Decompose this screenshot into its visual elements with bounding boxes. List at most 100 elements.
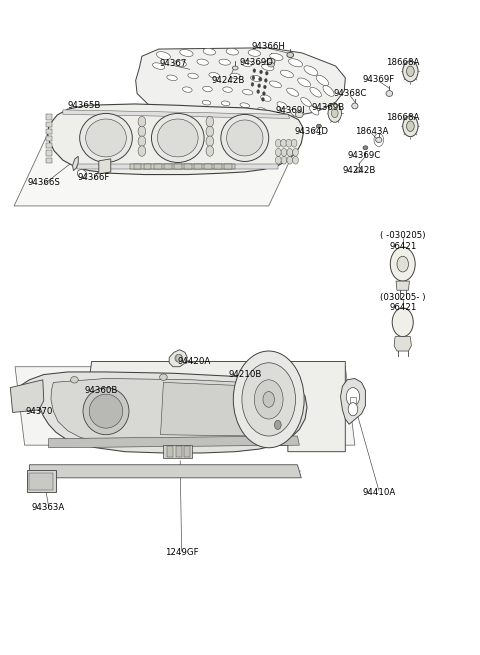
Ellipse shape: [188, 73, 198, 79]
Ellipse shape: [296, 111, 303, 118]
Circle shape: [390, 247, 415, 281]
Circle shape: [293, 157, 299, 164]
Bar: [184, 164, 192, 170]
Circle shape: [397, 256, 408, 272]
Polygon shape: [396, 281, 409, 290]
Ellipse shape: [230, 73, 240, 79]
Text: 1249GF: 1249GF: [165, 548, 198, 557]
Polygon shape: [340, 379, 365, 424]
Text: 94369I: 94369I: [276, 106, 305, 115]
Ellipse shape: [83, 388, 129, 435]
Text: (030205- ): (030205- ): [380, 293, 425, 302]
Ellipse shape: [287, 88, 299, 96]
Ellipse shape: [298, 78, 311, 87]
Polygon shape: [14, 134, 302, 206]
Ellipse shape: [203, 48, 216, 55]
Bar: [46, 151, 52, 156]
Ellipse shape: [152, 113, 204, 162]
Bar: [46, 136, 52, 141]
Ellipse shape: [356, 168, 361, 172]
Circle shape: [206, 126, 214, 137]
Circle shape: [348, 403, 358, 416]
Circle shape: [276, 157, 281, 164]
Ellipse shape: [316, 75, 328, 86]
Text: 94360B: 94360B: [84, 386, 118, 395]
Text: 96421: 96421: [389, 303, 417, 312]
Circle shape: [346, 388, 360, 406]
Circle shape: [264, 85, 266, 89]
Text: 94420A: 94420A: [178, 357, 211, 366]
Ellipse shape: [248, 50, 261, 56]
Polygon shape: [160, 383, 259, 436]
Ellipse shape: [251, 378, 258, 384]
Ellipse shape: [175, 354, 182, 362]
Circle shape: [233, 351, 304, 448]
Text: 94369C: 94369C: [348, 151, 381, 160]
Polygon shape: [72, 157, 78, 171]
Circle shape: [138, 117, 146, 127]
Ellipse shape: [386, 90, 393, 96]
Ellipse shape: [202, 100, 211, 105]
Ellipse shape: [317, 124, 322, 128]
Bar: [350, 397, 356, 407]
Ellipse shape: [159, 374, 167, 381]
Circle shape: [276, 149, 281, 157]
Circle shape: [206, 117, 214, 127]
Text: 94364D: 94364D: [295, 127, 329, 136]
Ellipse shape: [180, 50, 193, 56]
Circle shape: [265, 71, 268, 75]
Ellipse shape: [203, 86, 212, 92]
Ellipse shape: [270, 54, 283, 60]
Ellipse shape: [280, 70, 293, 78]
Polygon shape: [16, 372, 307, 453]
Text: 94242B: 94242B: [343, 166, 376, 175]
Polygon shape: [136, 48, 345, 119]
Bar: [46, 129, 52, 134]
Polygon shape: [130, 164, 235, 170]
Ellipse shape: [290, 109, 300, 117]
Bar: [154, 164, 161, 170]
Circle shape: [281, 140, 287, 147]
Ellipse shape: [241, 60, 252, 66]
Text: 94365B: 94365B: [68, 101, 101, 110]
Ellipse shape: [262, 64, 274, 71]
Circle shape: [291, 140, 297, 147]
Text: 96421: 96421: [389, 242, 417, 251]
Text: 94370: 94370: [25, 407, 53, 416]
Bar: [27, 470, 56, 492]
Ellipse shape: [77, 170, 87, 178]
Ellipse shape: [273, 115, 282, 121]
Polygon shape: [48, 104, 303, 174]
Circle shape: [286, 140, 292, 147]
Ellipse shape: [257, 107, 267, 113]
Text: 94369F: 94369F: [363, 75, 395, 84]
Polygon shape: [29, 465, 301, 478]
Text: 94366F: 94366F: [78, 173, 110, 181]
Ellipse shape: [242, 90, 253, 95]
Text: 94366S: 94366S: [27, 178, 60, 187]
Circle shape: [407, 121, 414, 132]
Polygon shape: [394, 337, 411, 351]
Ellipse shape: [226, 48, 239, 55]
Circle shape: [287, 149, 293, 157]
Circle shape: [258, 84, 261, 88]
Ellipse shape: [287, 52, 294, 58]
Ellipse shape: [182, 87, 192, 92]
Ellipse shape: [85, 119, 126, 157]
Bar: [204, 164, 212, 170]
Circle shape: [403, 116, 418, 137]
Ellipse shape: [261, 95, 271, 102]
Text: 94210B: 94210B: [228, 370, 262, 379]
Ellipse shape: [221, 101, 230, 105]
Text: 18668A: 18668A: [386, 58, 420, 67]
Polygon shape: [51, 379, 300, 445]
Bar: [167, 447, 173, 457]
Text: 94366H: 94366H: [252, 42, 286, 51]
Ellipse shape: [363, 146, 368, 150]
Text: 94368C: 94368C: [334, 89, 367, 98]
Ellipse shape: [209, 73, 219, 78]
Polygon shape: [48, 436, 300, 448]
Ellipse shape: [232, 66, 238, 70]
Bar: [224, 164, 232, 170]
Circle shape: [251, 83, 254, 86]
